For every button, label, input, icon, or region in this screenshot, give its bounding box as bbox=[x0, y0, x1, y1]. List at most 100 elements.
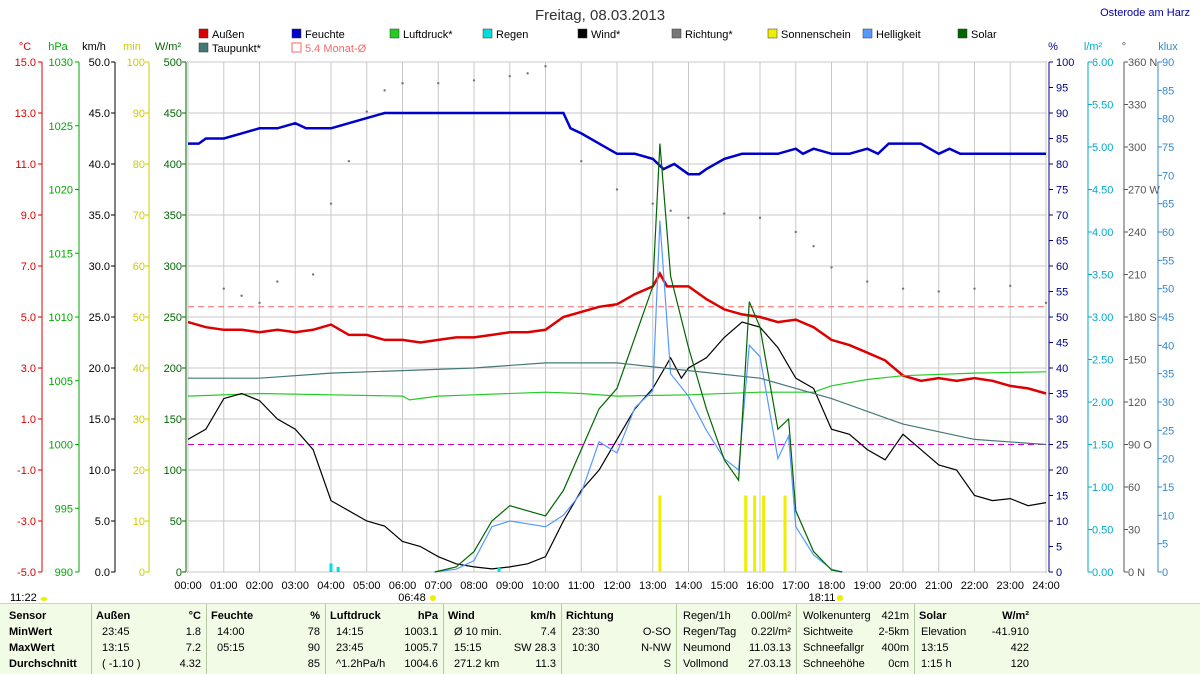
row-label: Regen/1h bbox=[683, 610, 731, 622]
axis-tick-label: 0 bbox=[139, 567, 145, 579]
table-header: Luftdruck hPa bbox=[326, 608, 444, 624]
legend-label: Regen bbox=[496, 29, 528, 41]
row-value: 1.8 bbox=[185, 626, 201, 638]
direction-point bbox=[311, 273, 315, 276]
direction-point bbox=[669, 209, 672, 212]
axis-tick-label: 15 bbox=[1056, 491, 1068, 503]
header-label: Richtung bbox=[566, 610, 614, 622]
legend-swatch bbox=[767, 28, 778, 39]
table-row: MaxWert bbox=[5, 640, 91, 656]
axis-tick-label: 20.0 bbox=[89, 363, 110, 375]
axis-tick-label: 1020 bbox=[49, 185, 73, 197]
row-value: 4.32 bbox=[179, 658, 201, 670]
axis-tick-label: 450 bbox=[164, 108, 182, 120]
row-label: 23:45 bbox=[336, 642, 364, 654]
table-row: 14:15 1003.1 bbox=[326, 624, 444, 640]
header-unit: W/m² bbox=[1002, 610, 1029, 622]
axis-tick-label: 25 bbox=[1056, 440, 1068, 452]
axis-tick-label: 60 bbox=[1128, 482, 1140, 494]
table-row: 10:30 N-NW bbox=[562, 640, 677, 656]
axis-tick-label: 10.0 bbox=[89, 465, 110, 477]
sunset-icon bbox=[837, 595, 843, 601]
statistics-panel: Sensor MinWert MaxWert Durchschnitt Außen °C 2… bbox=[0, 603, 1200, 674]
axis-tick-label: 500 bbox=[164, 57, 182, 69]
row-value: 85 bbox=[307, 658, 320, 670]
table-header: Wind km/h bbox=[444, 608, 562, 624]
direction-point bbox=[544, 65, 547, 68]
table-column: Außen °C 23:45 1.8 13:15 7.2 ( -1.10 ) 4.32 bbox=[91, 604, 207, 674]
axis-tick-label: 0 N bbox=[1128, 567, 1145, 579]
row-value: 2-5km bbox=[878, 626, 909, 638]
legend-label: Luftdruck* bbox=[403, 29, 453, 41]
series-line-Feuchte bbox=[188, 111, 1046, 176]
axis-tick-label: 30 bbox=[133, 414, 145, 426]
row-value: 422 bbox=[1010, 642, 1029, 654]
table-column: Wolkenunterg 421m Sichtweite 2-5km Schneefal… bbox=[796, 604, 915, 674]
table-column: Sensor MinWert MaxWert Durchschnitt bbox=[5, 604, 91, 674]
axis-tick-label: 6.00 bbox=[1092, 57, 1113, 69]
row-label: Schneefallgr bbox=[803, 642, 865, 654]
table-row: Regen/Tag 0.22l/m² bbox=[677, 624, 797, 640]
axis-tick-label: 80 bbox=[1056, 159, 1068, 171]
axis-tick-label: 1.50 bbox=[1092, 440, 1113, 452]
direction-point bbox=[329, 202, 333, 205]
legend-label: Außen bbox=[212, 29, 244, 41]
axis-tick-label: 11.0 bbox=[15, 159, 36, 171]
legend-swatch bbox=[577, 28, 588, 39]
axis-tick-label: 270 W bbox=[1128, 185, 1160, 197]
axis-tick-label: 4.00 bbox=[1092, 227, 1113, 239]
time-tick-label: 08:00 bbox=[460, 580, 488, 592]
axis-unit: W/m² bbox=[155, 41, 182, 53]
row-label: 23:45 bbox=[102, 626, 130, 638]
table-header: Feuchte% bbox=[207, 608, 326, 624]
axis-tick-label: 35 bbox=[1056, 389, 1068, 401]
weather-chart: Freitag, 08.03.2013 Osterode am Harz Außen… bbox=[10, 7, 1190, 603]
axis-tick-label: 25.0 bbox=[89, 312, 110, 324]
axis-tick-label: 0 bbox=[176, 567, 182, 579]
axis-tick-label: 990 bbox=[55, 567, 73, 579]
legend-label: Taupunkt* bbox=[212, 43, 262, 55]
row-label: Schneehöhe bbox=[803, 658, 865, 670]
time-tick-label: 04:00 bbox=[317, 580, 345, 592]
direction-point bbox=[401, 82, 404, 85]
table-row: Vollmond 27.03.13 bbox=[677, 656, 797, 672]
axis-tick-label: 360 N bbox=[1128, 57, 1157, 69]
axis-tick-label: 7.0 bbox=[21, 261, 36, 273]
axis-tick-label: 50 bbox=[133, 312, 145, 324]
series-line-Taupunkt* bbox=[188, 362, 1047, 446]
time-tick-label: 10:00 bbox=[532, 580, 560, 592]
axis-tick-label: 50.0 bbox=[89, 57, 110, 69]
table-row: 13:15 7.2 bbox=[92, 640, 207, 656]
row-label: Regen/Tag bbox=[683, 626, 737, 638]
table-row: 05:15 90 bbox=[207, 640, 326, 656]
axis-unit: l/m² bbox=[1084, 41, 1103, 53]
axis-tick-label: 150 bbox=[164, 414, 182, 426]
axis-tick-label: 25 bbox=[1162, 425, 1174, 437]
axis-tick-label: 0.50 bbox=[1092, 525, 1113, 537]
axis-unit: hPa bbox=[48, 41, 68, 53]
axis-tick-label: 75 bbox=[1056, 185, 1068, 197]
row-label: Wolkenunterg bbox=[803, 610, 871, 622]
time-tick-label: 17:00 bbox=[782, 580, 810, 592]
axis-tick-label: 15.0 bbox=[15, 57, 36, 69]
row-value: 7.2 bbox=[185, 642, 201, 654]
table-row: Sichtweite 2-5km bbox=[797, 624, 915, 640]
location-label: Osterode am Harz bbox=[1100, 7, 1190, 19]
direction-point bbox=[240, 294, 243, 297]
axis-tick-label: 200 bbox=[164, 363, 182, 375]
row-value: 0.00l/m² bbox=[751, 610, 791, 622]
direction-point bbox=[812, 244, 815, 248]
time-tick-label: 09:00 bbox=[496, 580, 524, 592]
legend-swatch bbox=[671, 28, 682, 39]
axis-tick-label: 10 bbox=[1056, 516, 1068, 528]
axis-tick-label: 60 bbox=[1162, 227, 1174, 239]
axis-tick-label: 5 bbox=[1056, 542, 1062, 554]
legend-label: Helligkeit bbox=[876, 29, 921, 41]
time-tick-label: 02:00 bbox=[246, 580, 274, 592]
axis-tick-label: 35.0 bbox=[89, 210, 110, 222]
table-row: Durchschnitt bbox=[5, 656, 91, 672]
axis-tick-label: 0.00 bbox=[1092, 567, 1113, 579]
axis-tick-label: 5.00 bbox=[1092, 142, 1113, 154]
direction-point bbox=[723, 212, 726, 215]
